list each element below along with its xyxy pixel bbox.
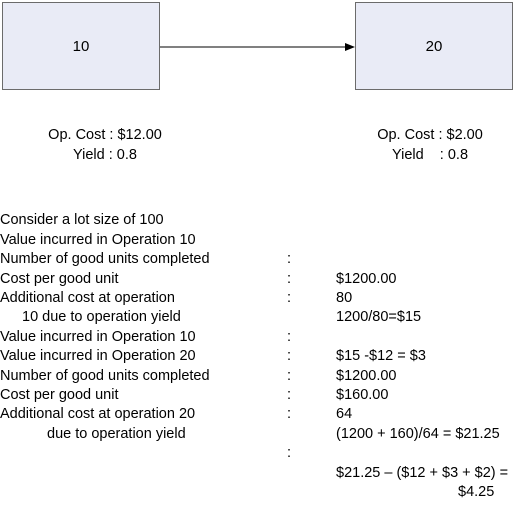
flow-arrow xyxy=(160,43,355,51)
calc-label: Value incurred in Operation 20 xyxy=(0,348,196,365)
operation-20-box: 20 xyxy=(355,2,513,90)
calc-value: $15 -$12 = $3 xyxy=(336,348,426,365)
calc-separator: : xyxy=(287,386,292,403)
calc-row: Additional cost at operation xyxy=(0,270,530,306)
calc-label: Additional cost at operation 20 xyxy=(0,406,196,423)
calc-separator: : xyxy=(287,328,292,345)
operation-20-label: 20 xyxy=(425,37,443,55)
calc-row: Additional cost at operation 20 xyxy=(0,386,530,422)
yield-calculation: Consider a lot size of 100 Value incurre… xyxy=(0,192,530,500)
calc-intro: Consider a lot size of 100 xyxy=(0,212,164,229)
calc-value: $4.25 xyxy=(458,483,495,500)
calc-row: Value incurred in Operation 10 : $1200.0… xyxy=(0,308,530,384)
calc-row: Value incurred in Operation 20 : $160.00 xyxy=(0,328,530,403)
calc-row: 10 due to operation yield : $15 -$12 = $… xyxy=(0,289,530,364)
operation-20-yield: Yield : 0.8 xyxy=(391,147,469,163)
calc-row: Cost per good unit : (1200 + 160)/64 = $… xyxy=(0,367,530,442)
calc-separator: : xyxy=(287,348,292,365)
calc-separator: : xyxy=(287,270,292,287)
calc-value: 1200/80=$15 xyxy=(336,309,422,326)
calc-label: Cost per good unit xyxy=(0,386,119,403)
calc-value: $160.00 xyxy=(336,386,389,403)
calc-row: Cost per good unit : 1200/80=$15 xyxy=(0,250,530,326)
calc-value: 80 xyxy=(336,290,353,306)
calc-separator: : xyxy=(287,289,292,306)
calc-separator: : xyxy=(287,445,292,462)
operation-10-box: 10 xyxy=(2,2,160,90)
calc-separator: : xyxy=(287,406,292,423)
calc-label: Value incurred in Operation 10 xyxy=(0,328,196,345)
calc-row: Number of good units completed : 64 xyxy=(0,347,530,423)
calc-label: Number of good units completed xyxy=(0,367,210,384)
operation-10-label: 10 xyxy=(72,37,90,55)
calc-row: Number of good units completed : 80 xyxy=(0,231,530,306)
calc-row: $4.25 xyxy=(0,425,530,500)
calc-value: (1200 + 160)/64 = $21.25 xyxy=(336,425,500,442)
calc-separator: : xyxy=(287,367,292,384)
calc-row: Value incurred in Operation 10 : $1200.0… xyxy=(0,211,530,287)
calc-value: $1200.00 xyxy=(336,270,397,287)
calc-value: 64 xyxy=(336,406,353,423)
calc-row: due to operation yield : $21.25 – ($12 +… xyxy=(0,405,530,481)
calc-label: 10 due to operation yield xyxy=(22,309,181,326)
calc-label: Cost per good unit xyxy=(0,270,119,287)
operation-10-yield: Yield : 0.8 xyxy=(73,147,137,163)
operation-10-cost: Op. Cost : $12.00 xyxy=(48,127,162,143)
calc-value: $1200.00 xyxy=(336,367,397,384)
calc-separator: : xyxy=(287,251,292,268)
calc-label: due to operation yield xyxy=(47,425,186,442)
operation-20-cost: Op. Cost : $2.00 xyxy=(377,127,483,143)
calc-label: Number of good units completed xyxy=(0,251,210,268)
calc-label: Value incurred in Operation 10 xyxy=(0,231,196,248)
operation-20-info: Op. Cost : $2.00 Yield : 0.8 xyxy=(365,125,495,165)
calc-intro-row: Consider a lot size of 100 xyxy=(0,192,530,228)
calc-value: $21.25 – ($12 + $3 + $2) = xyxy=(336,464,509,481)
calc-label: Additional cost at operation xyxy=(0,289,175,306)
operation-10-info: Op. Cost : $12.00 Yield : 0.8 xyxy=(40,125,170,165)
